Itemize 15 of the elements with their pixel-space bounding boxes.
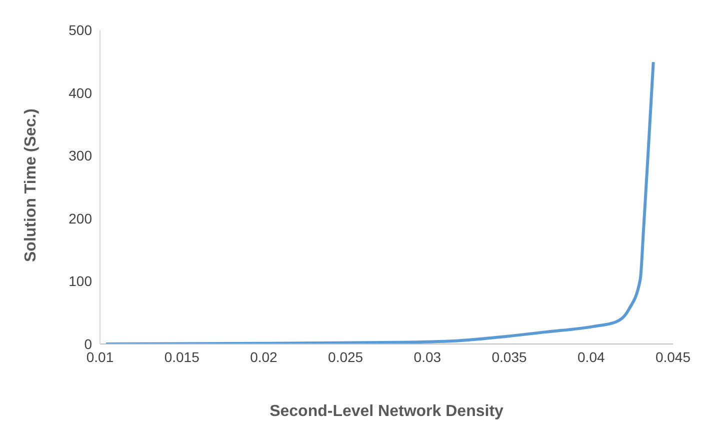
- y-tick-label: 100: [68, 273, 92, 290]
- y-tick-label: 300: [68, 148, 92, 164]
- x-tick-label: 0.025: [328, 348, 364, 365]
- x-tick-label: 0.03: [414, 348, 442, 365]
- x-tick-label: 0.015: [164, 348, 200, 365]
- line-series: [104, 60, 655, 344]
- x-tick-label: 0.02: [250, 348, 278, 365]
- x-tick-label: 0.045: [655, 348, 691, 365]
- x-tick-label: 0.04: [578, 348, 605, 365]
- x-tick-label: 0.035: [492, 348, 528, 365]
- y-tick-label: 400: [68, 84, 92, 101]
- y-tick-label: 500: [68, 22, 92, 38]
- y-tick-label: 200: [68, 210, 92, 226]
- x-axis-title: Second-Level Network Density: [270, 403, 504, 420]
- y-axis-title: Solution Time (Sec.): [22, 108, 40, 262]
